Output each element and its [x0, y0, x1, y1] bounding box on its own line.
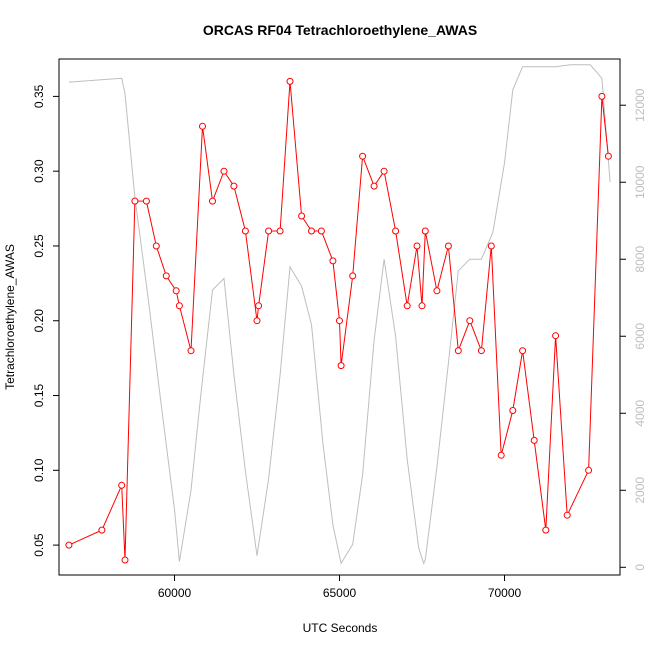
data-point — [265, 227, 273, 235]
data-point — [421, 227, 429, 235]
data-point — [298, 212, 306, 220]
data-point — [563, 511, 571, 519]
data-point — [336, 317, 343, 325]
data-point — [286, 77, 294, 85]
data-point — [187, 347, 195, 355]
data-point — [329, 257, 337, 265]
y-tick-label: 0.20 — [32, 309, 46, 333]
data-point — [65, 541, 73, 549]
data-point — [253, 317, 261, 325]
data-point — [519, 347, 527, 355]
data-point — [175, 302, 183, 310]
data-point — [118, 481, 126, 489]
data-point — [337, 362, 345, 370]
y-tick-label: 0.05 — [32, 533, 46, 557]
data-point — [509, 407, 517, 414]
secondary-series-line — [68, 64, 611, 565]
data-point — [121, 556, 129, 564]
data-point — [530, 436, 538, 444]
y2-tick-label: 4000 — [633, 400, 647, 427]
data-point — [466, 317, 474, 325]
data-point — [230, 182, 238, 190]
y-tick-label: 0.15 — [32, 384, 46, 408]
x-tick-label: 70000 — [488, 586, 522, 600]
y-axis-left: 0.05 0.10 0.15 0.20 0.25 0.30 0.35 — [32, 84, 59, 557]
data-point — [317, 227, 325, 235]
series-layer — [65, 64, 612, 565]
data-point — [209, 197, 216, 205]
data-point — [98, 526, 106, 534]
data-point — [359, 152, 367, 160]
data-point — [162, 272, 170, 280]
x-tick-label: 65000 — [323, 586, 357, 600]
data-point — [497, 451, 505, 459]
data-point — [392, 227, 400, 235]
data-point — [220, 167, 228, 175]
y2-tick-label: 0 — [633, 564, 647, 571]
y-tick-label: 0.25 — [32, 234, 46, 258]
x-tick-label: 60000 — [158, 586, 192, 600]
y-tick-label: 0.30 — [32, 159, 46, 183]
y-tick-label: 0.10 — [32, 458, 46, 482]
y2-tick-label: 8000 — [633, 246, 647, 273]
data-point — [444, 242, 452, 250]
y2-tick-label: 10000 — [633, 165, 647, 199]
data-point — [172, 287, 180, 295]
primary-series-line — [68, 81, 609, 561]
data-point — [487, 242, 495, 250]
data-point — [477, 347, 485, 355]
data-point — [142, 197, 150, 205]
data-point — [241, 227, 249, 235]
data-point — [433, 287, 441, 295]
y-axis-right: 0 2000 4000 6000 8000 10000 12000 — [620, 88, 647, 571]
data-point — [276, 227, 284, 235]
data-point — [152, 242, 160, 250]
data-point — [370, 182, 378, 190]
x-axis: 60000 65000 70000 — [158, 575, 522, 600]
data-point — [585, 466, 593, 474]
data-point — [552, 332, 560, 340]
data-point — [454, 347, 462, 355]
x-axis-label: UTC Seconds — [303, 621, 378, 635]
data-point — [413, 242, 421, 250]
data-point — [199, 122, 206, 130]
data-point — [131, 197, 139, 205]
data-point — [308, 227, 315, 235]
data-point — [542, 526, 550, 534]
data-point — [349, 272, 357, 280]
data-point — [598, 92, 606, 100]
data-point — [255, 302, 263, 310]
data-point — [380, 167, 388, 175]
y2-tick-label: 6000 — [633, 323, 647, 350]
y2-tick-label: 2000 — [633, 477, 647, 504]
chart-title: ORCAS RF04 Tetrachloroethylene_AWAS — [203, 22, 477, 38]
y2-tick-label: 12000 — [633, 88, 647, 122]
data-point — [418, 302, 426, 310]
data-point — [604, 152, 612, 160]
data-point — [403, 302, 411, 310]
y-axis-label: Tetrachloroethylene_AWAS — [3, 244, 17, 390]
y-tick-label: 0.35 — [32, 84, 46, 108]
